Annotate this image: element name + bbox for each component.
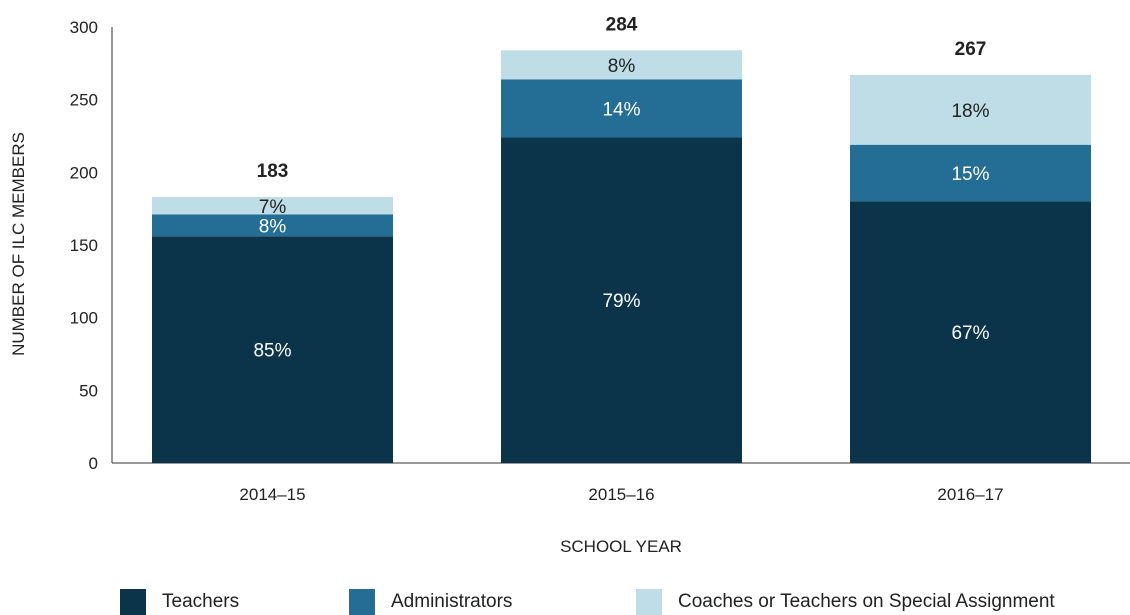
bar-segment — [152, 214, 393, 237]
y-tick-label: 300 — [70, 18, 98, 37]
bar-segment — [152, 197, 393, 215]
legend: Teachers Administrators Coaches or Teach… — [120, 589, 1130, 615]
x-tick-label: 2014–15 — [239, 485, 305, 504]
segment-data-label: 67% — [951, 323, 989, 344]
stacked-bar-chart: 0 50 100 150 200 250 300 2014–15 2015–16 2016–17… — [9, 14, 1130, 556]
bar-segment — [850, 144, 1091, 202]
segment-data-label: 8% — [608, 56, 636, 77]
legend-label: Teachers — [162, 591, 240, 612]
y-tick-label: 50 — [79, 381, 98, 400]
y-tick-label: 200 — [70, 163, 98, 182]
x-tick-label: 2016–17 — [937, 485, 1003, 504]
legend-label: Administrators — [391, 591, 513, 612]
legend-item-administrators: Administrators — [349, 589, 513, 615]
segment-data-label: 15% — [951, 164, 989, 185]
segment-data-label: 79% — [602, 291, 640, 312]
bar-segment — [501, 79, 742, 138]
bar-total-label: 183 — [257, 161, 289, 182]
legend-item-teachers: Teachers — [120, 589, 240, 615]
legend-label: Coaches or Teachers on Special Assignmen… — [678, 591, 1055, 612]
x-axis-title: SCHOOL YEAR — [560, 537, 682, 556]
segment-data-label: 85% — [253, 341, 291, 362]
bar-segment — [850, 74, 1091, 145]
y-axis-title: NUMBER OF ILC MEMBERS — [9, 132, 28, 356]
legend-swatch-coaches — [636, 589, 662, 615]
bar-total-label: 267 — [955, 39, 987, 60]
x-tick-label: 2015–16 — [588, 485, 654, 504]
y-tick-label: 150 — [70, 236, 98, 255]
y-tick-label: 100 — [70, 309, 98, 328]
y-axis: 0 50 100 150 200 250 300 — [70, 18, 113, 473]
bar-segment — [850, 201, 1091, 463]
bar-segment — [501, 50, 742, 80]
bar-segment — [501, 137, 742, 463]
bar-total-label: 284 — [606, 14, 638, 35]
segment-data-label: 7% — [259, 197, 287, 218]
segment-data-label: 18% — [951, 101, 989, 122]
x-axis: 2014–15 2015–16 2016–17 — [112, 462, 1130, 504]
segment-data-label: 14% — [602, 99, 640, 120]
legend-swatch-teachers — [120, 589, 146, 615]
bar-segment — [152, 236, 393, 463]
segment-data-label: 8% — [259, 216, 287, 237]
y-tick-label: 250 — [70, 91, 98, 110]
legend-item-coaches: Coaches or Teachers on Special Assignmen… — [636, 589, 1055, 615]
y-tick-label: 0 — [89, 454, 98, 473]
legend-swatch-administrators — [349, 589, 375, 615]
